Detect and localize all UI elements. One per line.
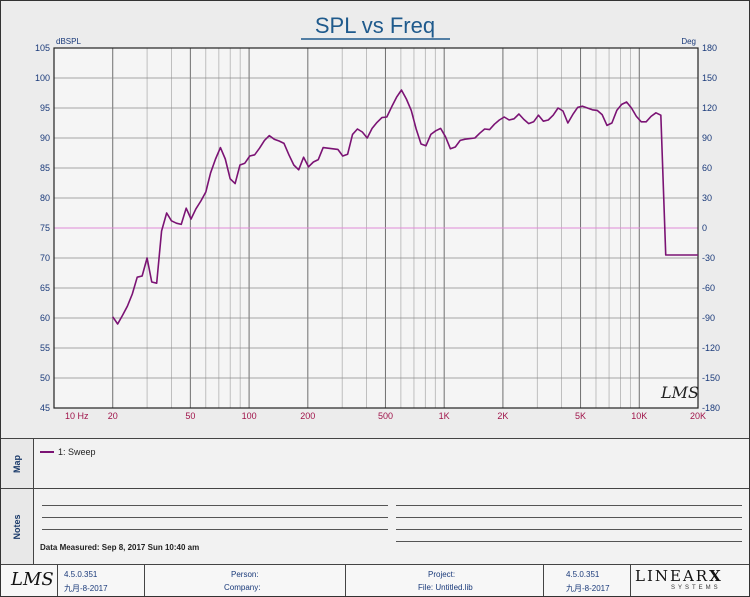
y-tick-label-right: 90 [702, 133, 712, 143]
note-line [396, 517, 742, 518]
y-tick-label-left: 50 [40, 373, 50, 383]
footer: LMS 4.5.0.351 九月-8-2017 Person: Company:… [1, 565, 749, 596]
labels: 105 100 95 90 85 80 75 70 65 60 55 50 45 180 150 120 90 6… [35, 13, 720, 421]
note-line [42, 505, 388, 506]
note-line [396, 529, 742, 530]
y-tick-label-left: 75 [40, 223, 50, 233]
y-tick-label-left: 70 [40, 253, 50, 263]
series-line-sweep [112, 89, 698, 325]
series-layer [112, 89, 698, 325]
plot-watermark: LMS [660, 383, 699, 402]
footer-person-cell: Person: Company: [145, 565, 346, 596]
linearx-sub: SYSTEMS [671, 585, 721, 591]
axes [53, 47, 699, 409]
x-tick-label: 5K [575, 411, 586, 421]
y-tick-label-left: 60 [40, 313, 50, 323]
y-tick-label-right: 120 [702, 103, 717, 113]
legend-swatch [40, 451, 54, 453]
y-tick-label-right: -120 [702, 343, 720, 353]
plot-border [53, 47, 699, 409]
chart-title: SPL vs Freq [315, 13, 435, 38]
y-tick-label-right: 60 [702, 163, 712, 173]
map-tab-label: Map [12, 454, 22, 473]
notes-panel: Notes Data Measured: Sep 8, 2017 Sun 10:… [1, 489, 749, 565]
note-line [396, 541, 742, 542]
file-label: File: Untitled.lib [418, 583, 473, 592]
y-tick-label-right: 150 [702, 73, 717, 83]
map-body: 1: Sweep [34, 439, 749, 488]
x-tick-label: 2K [497, 411, 508, 421]
data-measured: Data Measured: Sep 8, 2017 Sun 10:40 am [40, 543, 200, 552]
company-label: Company: [224, 583, 261, 592]
legend-entry[interactable]: 1: Sweep [40, 447, 96, 457]
y-tick-label-right: -60 [702, 283, 715, 293]
linearx-brand-x: X [709, 567, 723, 585]
person-label: Person: [231, 570, 259, 579]
date-left: 九月-8-2017 [64, 584, 108, 593]
footer-version-left-cell: 4.5.0.351 九月-8-2017 [58, 565, 145, 596]
legend-label: 1: Sweep [58, 447, 96, 457]
notes-body[interactable]: Data Measured: Sep 8, 2017 Sun 10:40 am [34, 489, 749, 564]
y-tick-label-right: 30 [702, 193, 712, 203]
date-right: 九月-8-2017 [566, 584, 610, 593]
y-tick-label-left: 65 [40, 283, 50, 293]
version-right: 4.5.0.351 [566, 570, 600, 579]
x-tick-label: 10 Hz [65, 411, 89, 421]
map-tab[interactable]: Map [1, 439, 34, 488]
note-line [42, 517, 388, 518]
x-tick-label: 20K [690, 411, 706, 421]
grid [53, 47, 699, 409]
y-tick-label-left: 90 [40, 133, 50, 143]
linearx-logo: LINEARX SYSTEMS [631, 565, 749, 596]
footer-project-cell: Project: File: Untitled.lib [346, 565, 544, 596]
x-tick-label: 1K [439, 411, 450, 421]
linearx-brand-text: LINEAR [635, 567, 710, 585]
x-tick-label: 100 [242, 411, 257, 421]
note-line [42, 529, 388, 530]
y-tick-label-left: 55 [40, 343, 50, 353]
version-left: 4.5.0.351 [64, 570, 98, 579]
lms-logo: LMS [11, 569, 54, 590]
y-axis-label-right: Deg [681, 37, 696, 46]
y-tick-label-right: 180 [702, 43, 717, 53]
note-line [396, 505, 742, 506]
project-label: Project: [428, 570, 456, 579]
x-tick-label: 200 [300, 411, 315, 421]
linearx-brand: LINEARX [635, 567, 723, 585]
y-tick-label-left: 100 [35, 73, 50, 83]
x-tick-label: 10K [631, 411, 647, 421]
y-tick-label-right: 0 [702, 223, 707, 233]
y-tick-label-left: 105 [35, 43, 50, 53]
y-tick-label-right: -180 [702, 403, 720, 413]
x-tick-label: 500 [378, 411, 393, 421]
y-tick-label-left: 85 [40, 163, 50, 173]
notes-tab-label: Notes [12, 513, 22, 540]
map-panel: Map 1: Sweep [1, 439, 749, 489]
footer-logo-cell: LMS [1, 565, 58, 596]
plot-region: 105 100 95 90 85 80 75 70 65 60 55 50 45 180 150 120 90 6… [1, 1, 749, 439]
y-tick-label-right: -90 [702, 313, 715, 323]
spl-chart: 105 100 95 90 85 80 75 70 65 60 55 50 45 180 150 120 90 6… [35, 13, 720, 421]
y-axis-label-left: dBSPL [56, 37, 81, 46]
y-tick-label-right: -30 [702, 253, 715, 263]
x-tick-label: 20 [108, 411, 118, 421]
y-tick-label-right: -150 [702, 373, 720, 383]
y-tick-label-left: 95 [40, 103, 50, 113]
footer-version-right-cell: 4.5.0.351 九月-8-2017 [544, 565, 631, 596]
notes-tab[interactable]: Notes [1, 489, 34, 564]
y-tick-label-left: 45 [40, 403, 50, 413]
y-tick-label-left: 80 [40, 193, 50, 203]
x-tick-label: 50 [185, 411, 195, 421]
